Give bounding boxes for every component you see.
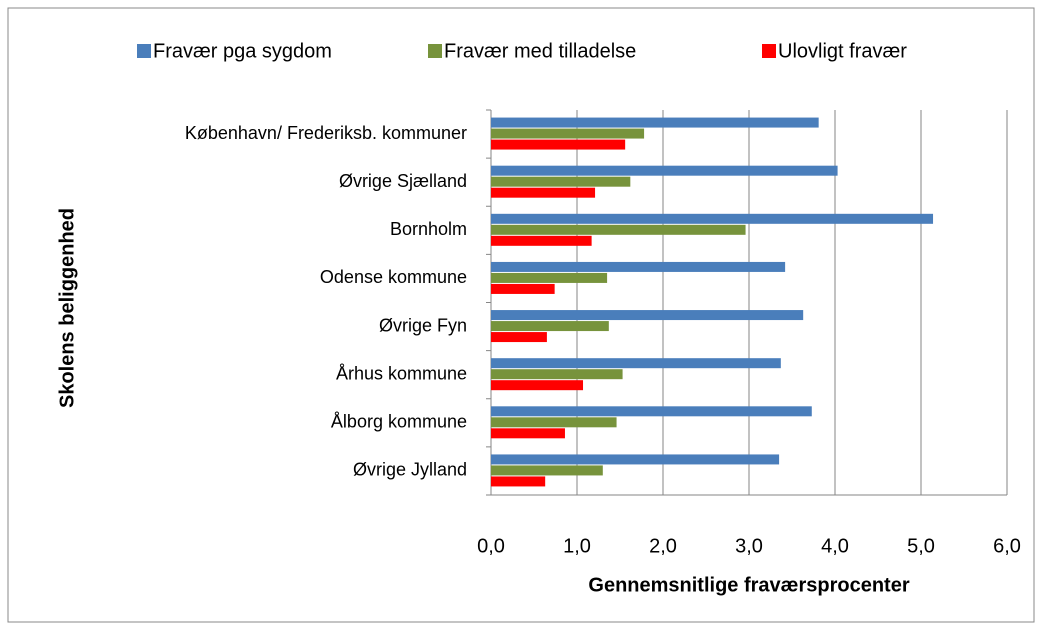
bar <box>491 165 838 176</box>
bar <box>491 310 804 321</box>
x-axis-title: Gennemsnitlige fraværsprocenter <box>588 574 909 596</box>
bar <box>491 283 555 294</box>
x-tick-label: 0,0 <box>477 535 505 557</box>
y-tick-label: Århus kommune <box>336 363 467 383</box>
bar <box>491 321 609 332</box>
bar <box>491 139 626 150</box>
x-tick-label: 3,0 <box>735 535 763 557</box>
bar <box>491 476 546 487</box>
bar <box>491 187 596 198</box>
y-tick-label: Bornholm <box>390 219 467 239</box>
y-tick-label: Odense kommune <box>320 267 467 287</box>
legend-swatch <box>428 44 442 58</box>
y-axis-title: Skolens beliggenhed <box>56 208 78 408</box>
legend-swatch <box>762 44 776 58</box>
bar <box>491 358 781 369</box>
x-tick-label: 4,0 <box>821 535 849 557</box>
bar <box>491 128 645 139</box>
legend-label: Fravær pga sygdom <box>153 40 332 62</box>
y-tick-label: Øvrige Sjælland <box>339 171 467 191</box>
y-tick-label: Ålborg kommune <box>331 412 467 432</box>
bar <box>491 235 592 246</box>
x-tick-label: 2,0 <box>649 535 677 557</box>
x-tick-label: 5,0 <box>907 535 935 557</box>
bar <box>491 224 746 235</box>
bar <box>491 428 565 439</box>
x-tick-label: 6,0 <box>993 535 1021 557</box>
bar <box>491 406 812 417</box>
bar <box>491 465 603 476</box>
bar <box>491 417 617 428</box>
bar <box>491 213 934 224</box>
bar <box>491 454 780 465</box>
y-tick-label: København/ Frederiksb. kommuner <box>185 123 467 143</box>
bar <box>491 261 786 272</box>
y-tick-label: Øvrige Fyn <box>379 315 467 335</box>
bar <box>491 332 547 343</box>
bar <box>491 176 631 187</box>
bar <box>491 117 819 128</box>
legend-swatch <box>137 44 151 58</box>
legend-label: Fravær med tilladelse <box>444 40 636 62</box>
bar <box>491 380 584 391</box>
x-tick-label: 1,0 <box>563 535 591 557</box>
bar <box>491 272 608 283</box>
legend-label: Ulovligt fravær <box>778 40 907 62</box>
bar <box>491 369 623 380</box>
y-tick-label: Øvrige Jylland <box>353 460 467 480</box>
